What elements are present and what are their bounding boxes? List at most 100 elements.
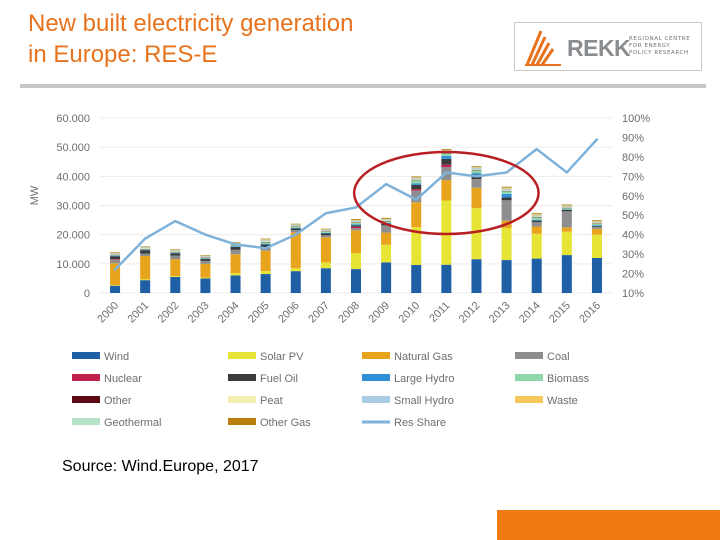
legend-label: Geothermal xyxy=(104,417,161,429)
bar-segment-waste xyxy=(531,214,542,216)
bar-segment-peat xyxy=(531,216,542,218)
bar-segment-biomass xyxy=(531,217,542,220)
bar-segment-geothermal xyxy=(381,218,392,220)
bar-segment-small-hydro xyxy=(351,220,361,222)
x-tick-label: 2006 xyxy=(276,300,302,326)
highlight-ellipse xyxy=(352,150,540,236)
legend-label: Waste xyxy=(547,395,578,407)
bar-segment-large-hydro xyxy=(531,219,542,221)
bar-segment-solar-pv xyxy=(471,208,482,260)
bar-segment-biomass xyxy=(441,153,452,156)
legend-label: Solar PV xyxy=(260,351,304,363)
bar-segment-coal xyxy=(531,222,542,227)
x-tick-label: 2010 xyxy=(397,300,423,326)
bar-segment-peat xyxy=(290,225,301,227)
bar-segment-solar-pv xyxy=(591,234,602,258)
bar-segment-solar-pv xyxy=(381,244,392,263)
legend-swatch xyxy=(515,352,543,359)
bar-segment-natural-gas xyxy=(290,232,301,269)
bar-segment-fuel-oil xyxy=(411,184,422,190)
res-share-point xyxy=(174,219,177,223)
bar-segment-wind xyxy=(140,280,151,293)
legend-label: Wind xyxy=(104,351,129,363)
bar-segment-biomass xyxy=(471,170,482,174)
bar-segment-solar-pv xyxy=(531,233,542,259)
bar-segment-natural-gas xyxy=(351,230,361,254)
bar-segment-other-gas xyxy=(140,246,151,248)
legend-label: Other Gas xyxy=(260,417,311,429)
bar-segment-small-hydro xyxy=(320,230,331,231)
bar-segment-large-hydro xyxy=(260,244,271,245)
res-share-point xyxy=(475,175,478,178)
bar-segment-geothermal xyxy=(260,239,271,240)
bar-segment-biomass xyxy=(140,248,151,250)
legend-label: Fuel Oil xyxy=(260,373,298,385)
bar-segment-small-hydro xyxy=(260,240,271,242)
bar-segment-other-gas xyxy=(351,219,361,220)
bar-segment-fuel-oil xyxy=(260,244,271,248)
bar-segment-coal xyxy=(411,190,422,203)
chart-y2-axis: 10% 20% 30% 40% 50% 60% 70% 80% 90% 100% xyxy=(622,113,650,300)
bar-segment-natural-gas xyxy=(200,263,211,278)
chart-legend: Wind Solar PV Natural Gas Coal Nuclear Fuel O… xyxy=(72,351,590,429)
bar-segment-large-hydro xyxy=(110,255,121,257)
y-tick-label: 10.000 xyxy=(56,259,90,271)
bar-segment-biomass xyxy=(320,231,331,233)
x-tick-label: 2007 xyxy=(306,300,332,326)
bar-segment-coal xyxy=(290,230,301,233)
bar-segment-large-hydro xyxy=(170,252,181,254)
res-share-point xyxy=(354,206,358,209)
bar-segment-small-hydro xyxy=(561,206,572,208)
legend-swatch xyxy=(228,374,256,381)
bar-segment-natural-gas xyxy=(320,237,331,263)
bar-segment-geothermal xyxy=(320,229,331,230)
bar-segment-geothermal xyxy=(441,149,452,151)
bar-segment-geothermal xyxy=(561,205,572,206)
bar-segment-large-hydro xyxy=(561,209,572,210)
bar-segment-small-hydro xyxy=(110,253,121,255)
bar-segment-large-hydro xyxy=(200,258,211,260)
bar-segment-solar-pv xyxy=(200,277,211,279)
bar-segment-peat xyxy=(320,230,331,232)
res-share-point xyxy=(204,233,207,236)
legend-swatch xyxy=(72,396,100,403)
y-tick-label: 0 xyxy=(84,288,90,300)
bar-segment-peat xyxy=(561,207,572,208)
legend-swatch xyxy=(228,352,256,359)
legend-label: Other xyxy=(104,395,132,407)
bar-segment-other-gas xyxy=(471,166,482,168)
res-share-point xyxy=(264,247,267,250)
bar-segment-wind xyxy=(591,258,602,293)
bar-segment-other-gas xyxy=(230,242,241,243)
bar-segment-fuel-oil xyxy=(591,226,602,228)
bar-segment-fuel-oil xyxy=(140,250,151,254)
bar-segment-nuclear xyxy=(441,164,452,167)
bar-segment-solar-pv xyxy=(561,231,572,256)
y2-tick-label: 90% xyxy=(622,132,644,144)
chart-x-axis: 2000 2001 2002 2003 2004 2005 2006 2007 2008 2009… xyxy=(95,300,603,326)
y2-tick-label: 60% xyxy=(622,191,644,203)
bar-segment-fuel-oil xyxy=(230,246,241,250)
bar-segment-biomass xyxy=(351,222,361,225)
bar-segment-biomass xyxy=(591,223,602,226)
bar-segment-other-gas xyxy=(411,176,422,178)
bar-segment-other-gas xyxy=(381,217,392,219)
slide-title: New built electricity generation in Euro… xyxy=(28,8,468,70)
bar-segment-geothermal xyxy=(411,177,422,178)
bar-segment-small-hydro xyxy=(501,188,512,191)
bar-segment-solar-pv xyxy=(260,271,271,275)
legend-swatch xyxy=(72,352,100,359)
bar-segment-peat xyxy=(351,221,361,223)
bar-segment-wind xyxy=(200,278,211,293)
bar-segment-fuel-oil xyxy=(170,253,181,256)
bar-segment-solar-pv xyxy=(351,253,361,270)
bar-segment-fuel-oil xyxy=(561,209,572,212)
legend-swatch xyxy=(362,352,390,359)
y2-tick-label: 10% xyxy=(622,288,644,300)
bar-segment-wind xyxy=(290,271,301,293)
bar-segment-coal xyxy=(381,225,392,233)
bar-segment-geothermal xyxy=(290,224,301,225)
bar-segment-natural-gas xyxy=(561,227,572,232)
x-tick-label: 2003 xyxy=(186,300,212,326)
res-share-point xyxy=(595,138,599,141)
